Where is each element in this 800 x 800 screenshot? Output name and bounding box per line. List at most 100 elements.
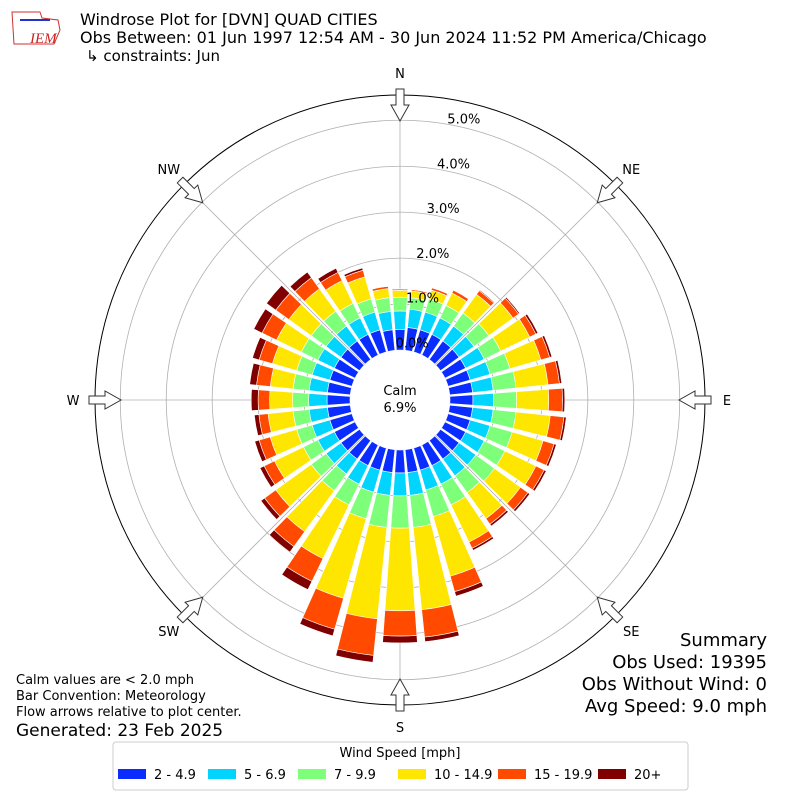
bar-segment: [308, 377, 330, 393]
bar-segment: [308, 407, 330, 423]
constraints: ↳ constraints: Jun: [86, 47, 220, 65]
legend-swatch: [118, 769, 146, 779]
bar-segment: [513, 492, 531, 512]
bar-segment: [524, 313, 539, 335]
legend-label: 10 - 14.9: [434, 768, 492, 783]
bar-segment: [555, 360, 563, 384]
bar-segment: [259, 465, 276, 488]
compass-arrow: [390, 88, 410, 123]
bar-segment: [545, 443, 557, 467]
bar-segment: [335, 648, 374, 663]
bar-segment: [268, 529, 295, 553]
summary-line: Avg Speed: 9.0 mph: [585, 696, 767, 717]
compass-arrow: [596, 176, 624, 204]
legend-label: 15 - 19.9: [534, 768, 592, 783]
bar-segment: [390, 495, 410, 529]
calm-label: Calm: [383, 384, 416, 399]
bar-segment: [289, 271, 312, 292]
compass-label: S: [396, 721, 404, 736]
bar-segment: [292, 373, 312, 391]
bar-segment: [281, 566, 313, 591]
bar-segment: [449, 394, 474, 406]
bar-segment: [472, 392, 494, 408]
bar-segment: [490, 371, 517, 391]
note: Bar Convention: Meteorology: [16, 689, 206, 704]
compass-arrow: [176, 176, 204, 204]
spoke: [435, 184, 616, 365]
bar-segment: [377, 311, 394, 332]
arrow-shape: [596, 176, 624, 204]
compass-label: NE: [622, 163, 640, 178]
logo-text: IEM: [29, 31, 58, 47]
bar-segment: [532, 469, 547, 492]
compass-label: NW: [157, 163, 180, 178]
bar-segment: [337, 613, 378, 656]
legend-swatch: [598, 769, 626, 779]
bar-segment: [559, 416, 567, 442]
bar-segment: [384, 527, 416, 612]
bar-segment: [382, 609, 418, 637]
arrow-shape: [596, 596, 624, 624]
bar-segment: [266, 284, 291, 311]
legend-label: 7 - 9.9: [334, 768, 376, 783]
legend-swatch: [208, 769, 236, 779]
bar-segment: [317, 267, 339, 283]
bar-segment: [252, 336, 267, 361]
bar-segment: [493, 391, 517, 409]
bar-segment: [269, 367, 297, 390]
compass-arrow: [677, 390, 712, 410]
bar-segment: [512, 411, 551, 438]
compass-label: SW: [158, 625, 179, 640]
bar-segment: [299, 617, 336, 637]
bar-segment: [257, 389, 271, 411]
bar-segment: [326, 394, 351, 406]
r-tick-label: 2.0%: [416, 247, 449, 262]
bar-segment: [504, 296, 521, 315]
summary-line: Obs Used: 19395: [612, 652, 767, 673]
compass-arrow: [390, 677, 410, 712]
summary-line: Obs Without Wind: 0: [582, 674, 767, 695]
bar-segment: [260, 497, 281, 520]
bar-segment: [371, 285, 389, 290]
bar-segment: [253, 414, 263, 437]
legend-label: 2 - 4.9: [154, 768, 196, 783]
legend-title: Wind Speed [mph]: [340, 746, 461, 761]
summary-line: Summary: [680, 630, 767, 651]
r-tick-label: 4.0%: [437, 157, 470, 172]
arrow-shape: [88, 390, 123, 410]
bar-segment: [382, 635, 418, 644]
legend-swatch: [498, 769, 526, 779]
compass-label: N: [395, 67, 405, 82]
legend-swatch: [398, 769, 426, 779]
r-tick-label: 1.0%: [406, 292, 439, 307]
plot: 0.0% 1.0% 2.0% 3.0% 4.0% 5.0% N NE E SE S SW W NW: [67, 67, 732, 736]
legend-label: 20+: [634, 768, 661, 783]
arrow-shape: [390, 88, 410, 123]
chart-title: Windrose Plot for [DVN] QUAD CITIES: [80, 10, 378, 29]
bar-segment: [431, 287, 449, 294]
bar-segment: [470, 376, 494, 393]
bar-segment: [269, 390, 294, 410]
compass-arrow: [88, 390, 123, 410]
bar-segment: [512, 363, 549, 389]
bar-segment: [452, 289, 470, 300]
bar-segment: [308, 393, 328, 407]
bar-segment: [250, 389, 259, 411]
bar-segment: [470, 407, 494, 424]
legend: 2 - 4.9 5 - 6.9 7 - 9.9 10 - 14.9 15 - 19.9 2…: [118, 768, 661, 783]
note: Calm values are < 2.0 mph: [16, 673, 194, 688]
bar-segment: [471, 536, 495, 551]
bar-segment: [254, 439, 267, 463]
compass-label: SE: [623, 625, 639, 640]
bar-segment: [292, 409, 312, 427]
compass-arrow: [596, 596, 624, 624]
bar-segment: [454, 581, 484, 597]
r-tick-label: 5.0%: [447, 113, 480, 128]
legend-label: 5 - 6.9: [244, 768, 286, 783]
bar-segment: [292, 391, 310, 409]
bar-segment: [394, 449, 406, 474]
arrow-shape: [176, 596, 204, 624]
